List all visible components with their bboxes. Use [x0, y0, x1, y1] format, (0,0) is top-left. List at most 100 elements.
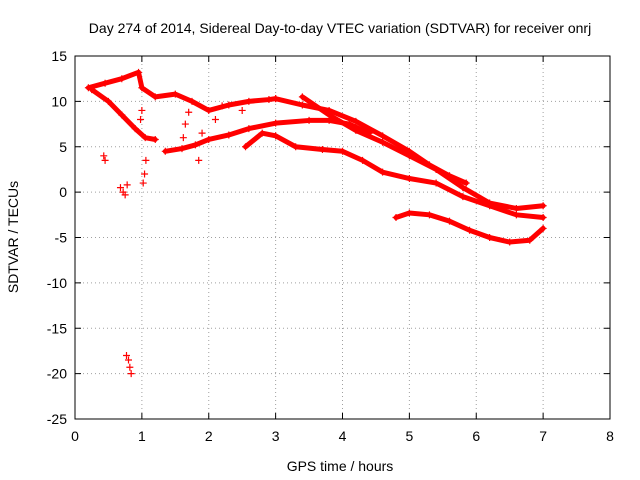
- series-line: [299, 94, 546, 211]
- x-tick-label: 1: [138, 428, 146, 444]
- data-point: [405, 209, 413, 217]
- data-point: [127, 370, 135, 378]
- data-point: [142, 156, 150, 164]
- data-point: [138, 84, 146, 92]
- series-track-6: [242, 129, 547, 222]
- x-tick-label: 6: [472, 428, 480, 444]
- data-point: [141, 134, 149, 142]
- data-point: [272, 132, 280, 140]
- data-point: [205, 106, 213, 114]
- series-track-7: [392, 209, 547, 246]
- data-point: [292, 143, 300, 151]
- series-track-2: [88, 86, 159, 143]
- data-point: [272, 95, 280, 103]
- data-point: [121, 191, 129, 199]
- data-point: [359, 156, 367, 164]
- data-point: [405, 175, 413, 183]
- data-point: [339, 147, 346, 155]
- data-point: [242, 143, 250, 151]
- data-point: [539, 202, 547, 210]
- y-tick-label: -5: [55, 230, 68, 246]
- data-point: [138, 106, 146, 114]
- data-point: [506, 238, 514, 246]
- data-point: [325, 111, 333, 119]
- y-axis-label: SDTVAR / TECUs: [5, 181, 21, 293]
- data-point: [101, 156, 109, 164]
- data-point: [265, 96, 273, 104]
- data-point: [462, 179, 470, 187]
- y-tick-label: -10: [47, 275, 67, 291]
- data-point: [512, 211, 520, 219]
- data-point: [161, 147, 169, 155]
- x-tick-label: 4: [339, 428, 347, 444]
- data-point: [486, 234, 494, 241]
- data-point: [245, 97, 253, 105]
- y-tick-label: -20: [47, 366, 67, 382]
- data-point: [191, 141, 199, 149]
- data-point: [425, 211, 433, 219]
- data-point: [305, 116, 313, 124]
- x-tick-label: 0: [71, 428, 79, 444]
- data-point: [238, 106, 246, 114]
- data-point: [118, 75, 126, 83]
- data-point: [198, 129, 206, 137]
- y-tick-label: -15: [47, 320, 67, 336]
- chart-title: Day 274 of 2014, Sidereal Day-to-day VTE…: [89, 20, 591, 36]
- data-point: [100, 152, 108, 160]
- x-tick-label: 3: [272, 428, 280, 444]
- data-point: [272, 119, 280, 127]
- data-point: [379, 138, 387, 146]
- data-point: [539, 214, 547, 222]
- data-point: [379, 132, 387, 140]
- data-point: [122, 351, 130, 359]
- x-tick-label: 2: [205, 428, 213, 444]
- data-point: [225, 131, 233, 139]
- data-point: [188, 97, 196, 105]
- data-point: [179, 134, 187, 142]
- data-point: [151, 93, 159, 101]
- data-point: [125, 356, 132, 364]
- y-tick-label: 15: [51, 48, 67, 64]
- data-point: [205, 135, 213, 143]
- data-point: [218, 102, 226, 110]
- data-point: [135, 68, 143, 76]
- data-point: [392, 214, 400, 222]
- data-point: [539, 224, 547, 232]
- y-tick-label: -25: [47, 411, 67, 427]
- data-point: [405, 152, 413, 160]
- x-axis-label: GPS time / hours: [287, 458, 394, 474]
- data-point: [151, 135, 159, 143]
- data-point: [88, 86, 96, 94]
- data-point: [104, 97, 112, 105]
- data-point: [512, 204, 520, 212]
- data-point: [486, 202, 494, 210]
- data-point: [352, 126, 360, 134]
- data-point: [526, 236, 534, 244]
- y-tick-label: 10: [51, 93, 67, 109]
- data-point: [258, 129, 266, 137]
- data-point: [298, 93, 306, 101]
- data-point: [318, 145, 326, 153]
- axis-ticks: 0 1 2 3 4 5 6 7 8 15 10 5 0 -5 -10 -15 -20 -25: [47, 48, 614, 444]
- y-tick-label: 5: [59, 139, 67, 155]
- data-point: [126, 363, 134, 371]
- data-point: [432, 165, 440, 173]
- data-point: [123, 181, 131, 189]
- x-tick-label: 8: [606, 428, 614, 444]
- data-point: [446, 217, 453, 225]
- data-point: [432, 179, 440, 187]
- series-line: [243, 130, 546, 221]
- data-point: [459, 184, 467, 192]
- data-point: [116, 184, 124, 192]
- data-point: [181, 120, 189, 128]
- y-tick-label: 0: [59, 184, 67, 200]
- data-point: [245, 125, 253, 133]
- series-group: [84, 68, 547, 378]
- data-point: [459, 193, 467, 201]
- series-scatter-rise: [137, 102, 246, 187]
- data-point: [171, 90, 179, 98]
- data-point: [466, 226, 474, 234]
- x-tick-label: 5: [405, 428, 413, 444]
- series-line: [85, 69, 279, 113]
